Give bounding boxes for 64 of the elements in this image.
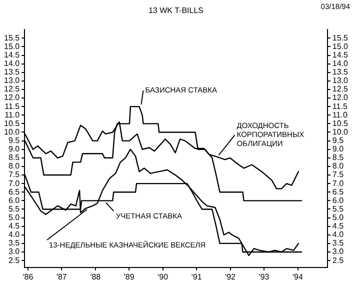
chart-title: 13 WK T-BILLS: [148, 6, 204, 16]
x-tick-label: '89: [124, 272, 135, 282]
x-tick-label: '88: [90, 272, 102, 282]
y-tick-label: 8.0: [8, 162, 20, 171]
y2-tick-label: 14.5: [332, 50, 349, 60]
y-tick-label: 5.0: [8, 212, 20, 222]
y-tick-label: 7.5: [8, 170, 20, 180]
y2-tick-label: 11.0: [332, 110, 348, 120]
y2-tick-label: 6.5: [332, 187, 344, 196]
y-tick-label: 13.5: [4, 68, 20, 77]
y2-tick-label: 15.0: [332, 42, 349, 51]
y2-tick-label: 4.5: [332, 222, 344, 231]
x-tick-label: '92: [225, 272, 236, 282]
y2-tick-label: 10.0: [332, 127, 349, 136]
y-tick-label: 12.0: [4, 93, 20, 102]
y-tick-label: 8.5: [8, 153, 20, 162]
y-tick-label: 5.5: [8, 204, 20, 214]
y2-tick-label: 7.5: [332, 170, 344, 180]
y-tick-label: 9.0: [8, 144, 20, 154]
x-tick-label: '93: [258, 272, 270, 282]
y-tick-label: 11.0: [4, 110, 20, 120]
y-tick-label: 6.0: [8, 196, 20, 205]
y2-tick-label: 10.5: [332, 118, 349, 128]
y2-tick-label: 8.5: [332, 153, 344, 162]
y-tick-label: 14.5: [4, 50, 20, 60]
y-tick-label: 7.0: [8, 178, 20, 188]
y-tick-label: 6.5: [8, 187, 20, 196]
y-tick-label: 2.5: [8, 256, 20, 265]
y-tick-label: 3.0: [8, 247, 20, 256]
y-tick-label: 10.0: [4, 127, 20, 136]
y2-tick-label: 5.0: [332, 212, 344, 222]
y-tick-label: 13.0: [4, 76, 20, 86]
y2-tick-label: 9.0: [332, 144, 344, 154]
y2-tick-label: 4.0: [332, 230, 344, 240]
y-tick-label: 15.5: [4, 33, 20, 42]
y2-tick-label: 13.5: [332, 68, 349, 77]
y2-tick-label: 9.5: [332, 136, 344, 146]
y2-tick-label: 6.0: [332, 196, 344, 205]
y-tick-label: 12.5: [4, 84, 20, 94]
y-tick-label: 4.0: [8, 230, 20, 240]
y2-tick-label: 3.0: [332, 247, 344, 256]
y-tick-label: 10.5: [4, 118, 20, 128]
x-tick-label: '87: [56, 272, 68, 282]
y-tick-label: 14.0: [4, 59, 20, 68]
x-tick-label: '94: [292, 272, 304, 282]
y-tick-label: 9.5: [8, 136, 20, 146]
y-tick-label: 11.5: [4, 102, 20, 111]
y-tick-label: 4.5: [8, 222, 20, 231]
x-tick-label: '90: [158, 272, 169, 282]
y-tick-label: 15.0: [4, 42, 20, 51]
y2-tick-label: 8.0: [332, 162, 344, 171]
y2-tick-label: 12.0: [332, 93, 349, 102]
x-tick-label: '91: [191, 272, 202, 282]
y2-tick-label: 14.0: [332, 59, 349, 68]
y2-tick-label: 13.0: [332, 76, 349, 86]
y-tick-label: 3.5: [8, 238, 20, 248]
y2-tick-label: 12.5: [332, 84, 349, 94]
y2-tick-label: 7.0: [332, 178, 344, 188]
y2-tick-label: 5.5: [332, 204, 344, 214]
y2-tick-label: 15.5: [332, 33, 349, 42]
x-tick-label: '86: [22, 272, 34, 282]
y2-tick-label: 3.5: [332, 238, 344, 248]
y2-tick-label: 2.5: [332, 256, 344, 265]
y2-tick-label: 11.5: [332, 102, 348, 111]
